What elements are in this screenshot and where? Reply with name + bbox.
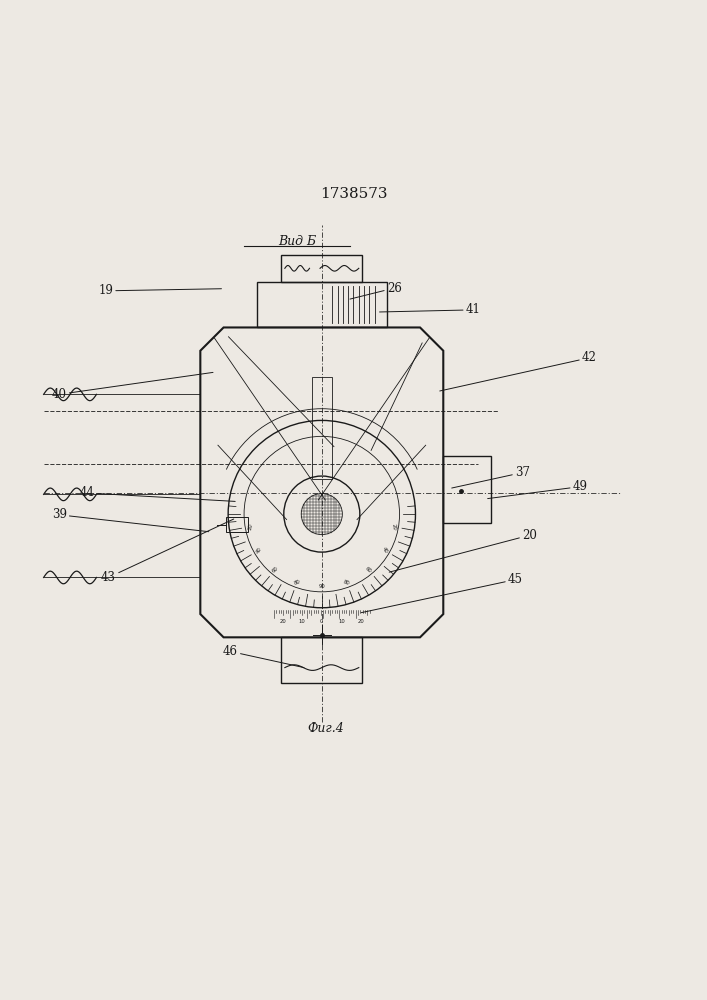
Text: 46: 46 xyxy=(223,645,304,668)
Text: 19: 19 xyxy=(98,284,221,297)
Text: Вид Б: Вид Б xyxy=(278,235,316,248)
Text: 80: 80 xyxy=(343,579,351,586)
Text: 37: 37 xyxy=(452,466,530,488)
Text: 1738573: 1738573 xyxy=(320,187,387,201)
Bar xyxy=(257,282,387,327)
Bar xyxy=(281,637,362,683)
Text: 39: 39 xyxy=(52,508,209,532)
Text: 60: 60 xyxy=(271,566,279,574)
Text: 40: 40 xyxy=(52,372,213,401)
Text: 42: 42 xyxy=(440,351,597,391)
Text: 20: 20 xyxy=(390,523,397,530)
Text: 49: 49 xyxy=(488,480,588,499)
Text: 10: 10 xyxy=(299,619,305,624)
Text: 43: 43 xyxy=(101,519,234,584)
Text: 44: 44 xyxy=(80,486,235,501)
Bar xyxy=(226,517,248,532)
Text: 90: 90 xyxy=(318,584,325,589)
Text: 60: 60 xyxy=(364,566,373,574)
Text: 41: 41 xyxy=(380,303,481,316)
Text: 45: 45 xyxy=(361,573,523,613)
Text: 20: 20 xyxy=(357,619,364,624)
Text: 20: 20 xyxy=(280,619,286,624)
Text: 26: 26 xyxy=(350,282,402,299)
Text: 10: 10 xyxy=(338,619,345,624)
Text: 20: 20 xyxy=(247,523,253,530)
Text: 0: 0 xyxy=(320,619,324,624)
Text: 40: 40 xyxy=(381,546,389,555)
Text: 80: 80 xyxy=(293,579,301,586)
Bar xyxy=(443,456,491,523)
Bar xyxy=(312,377,332,479)
Text: Фиг.4: Фиг.4 xyxy=(307,722,344,735)
Text: 40: 40 xyxy=(255,546,263,555)
Bar xyxy=(281,255,362,282)
Text: 20: 20 xyxy=(390,529,537,572)
